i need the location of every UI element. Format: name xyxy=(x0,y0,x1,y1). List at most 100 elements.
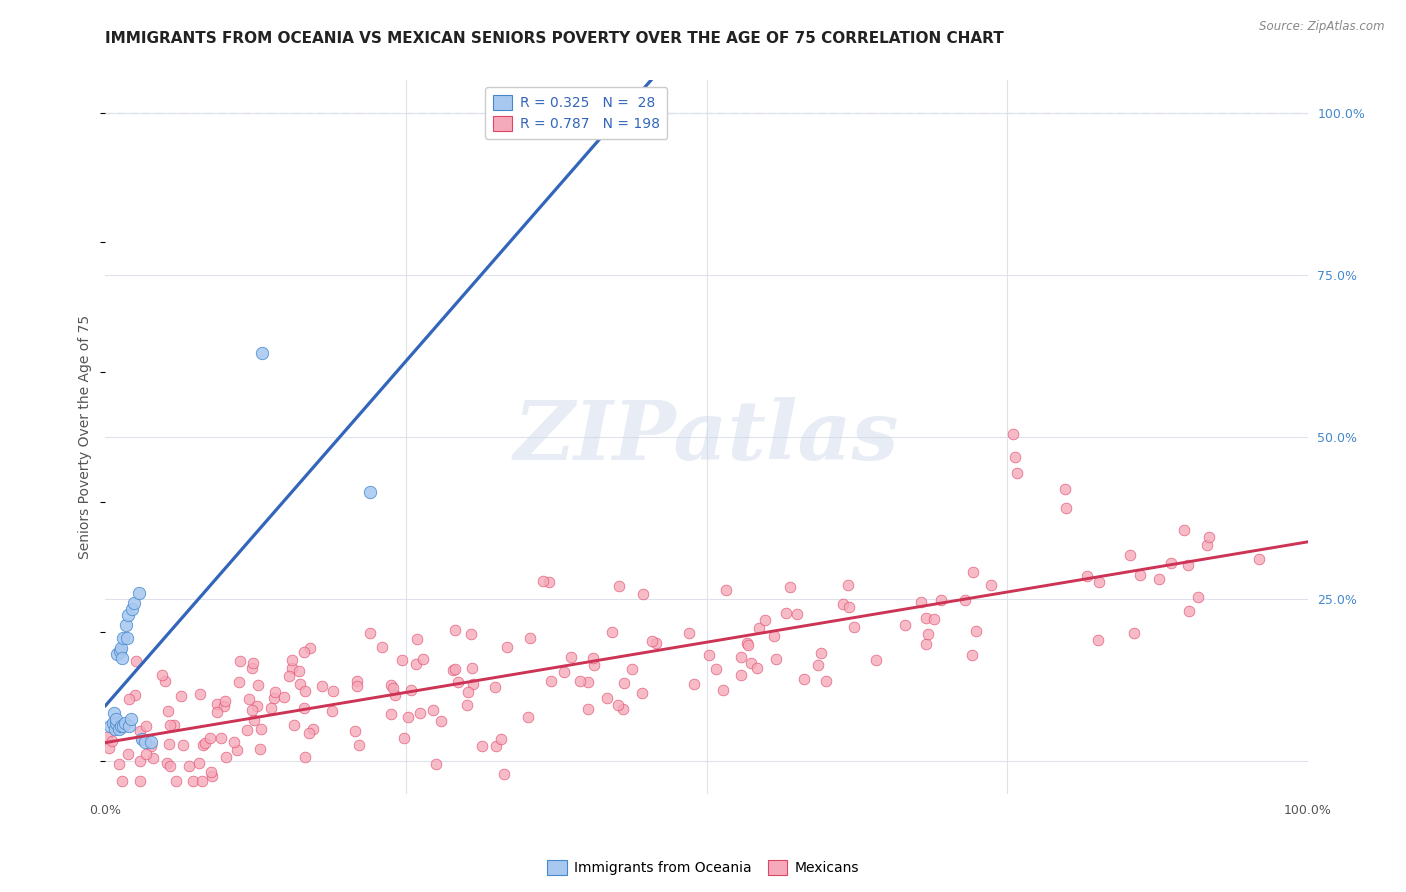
Point xyxy=(128,586,150,600)
Point xyxy=(228,675,250,690)
Point xyxy=(1247,552,1270,566)
Point xyxy=(273,690,295,704)
Point xyxy=(380,678,402,692)
Point xyxy=(582,650,605,665)
Point xyxy=(620,662,643,676)
Point xyxy=(607,579,630,593)
Point xyxy=(131,731,153,746)
Point xyxy=(1177,558,1199,572)
Point xyxy=(124,689,146,703)
Point xyxy=(810,646,832,660)
Point xyxy=(115,631,138,645)
Point xyxy=(321,704,343,718)
Point xyxy=(1076,568,1098,582)
Point xyxy=(494,767,516,781)
Point xyxy=(838,599,860,614)
Point xyxy=(953,593,976,607)
Point xyxy=(1147,572,1170,586)
Point xyxy=(425,757,447,772)
Point xyxy=(745,660,768,674)
Point xyxy=(786,607,808,622)
Point xyxy=(165,773,187,788)
Point xyxy=(697,648,720,663)
Point xyxy=(929,593,952,607)
Point xyxy=(392,731,415,745)
Point xyxy=(214,694,236,708)
Point xyxy=(347,738,370,752)
Point xyxy=(108,644,131,658)
Point xyxy=(150,668,173,682)
Point xyxy=(865,653,887,667)
Point xyxy=(391,653,413,667)
Point xyxy=(1054,501,1077,516)
Point xyxy=(460,627,482,641)
Point xyxy=(600,624,623,639)
Point xyxy=(583,657,606,672)
Point xyxy=(110,719,132,733)
Point xyxy=(243,713,266,727)
Point xyxy=(384,688,406,702)
Point xyxy=(263,691,285,706)
Point xyxy=(105,715,128,730)
Point xyxy=(131,732,153,747)
Point xyxy=(380,706,402,721)
Point xyxy=(683,677,706,691)
Point xyxy=(762,629,785,643)
Point xyxy=(779,580,801,594)
Point xyxy=(281,653,304,667)
Legend: R = 0.325   N =  28, R = 0.787   N = 198: R = 0.325 N = 28, R = 0.787 N = 198 xyxy=(485,87,668,139)
Point xyxy=(108,757,131,772)
Point xyxy=(371,640,394,654)
Point xyxy=(754,614,776,628)
Point xyxy=(104,722,127,736)
Point xyxy=(288,677,311,691)
Point xyxy=(194,736,217,750)
Point xyxy=(748,621,770,635)
Point xyxy=(444,623,467,637)
Point xyxy=(292,644,315,658)
Point xyxy=(229,653,252,667)
Point xyxy=(181,773,204,788)
Point xyxy=(188,687,211,701)
Point xyxy=(443,663,465,677)
Point xyxy=(121,602,143,616)
Legend: Immigrants from Oceania, Mexicans: Immigrants from Oceania, Mexicans xyxy=(541,855,865,880)
Point xyxy=(409,706,432,720)
Point xyxy=(205,698,228,712)
Point xyxy=(283,717,305,731)
Point xyxy=(412,651,434,665)
Point xyxy=(179,758,201,772)
Point xyxy=(104,719,127,733)
Point xyxy=(444,662,467,676)
Point xyxy=(894,618,917,632)
Point xyxy=(156,756,179,770)
Point xyxy=(96,730,118,744)
Point xyxy=(157,704,180,718)
Point xyxy=(114,715,136,730)
Point xyxy=(118,719,141,733)
Point xyxy=(405,657,427,671)
Point xyxy=(118,692,141,706)
Point xyxy=(730,668,752,682)
Point xyxy=(456,698,478,713)
Point xyxy=(1187,591,1209,605)
Point xyxy=(299,641,322,656)
Point xyxy=(430,714,453,728)
Point xyxy=(837,578,859,592)
Point xyxy=(101,715,124,730)
Point xyxy=(678,626,700,640)
Point xyxy=(135,719,157,733)
Point xyxy=(730,650,752,665)
Point xyxy=(242,703,264,717)
Point xyxy=(775,606,797,620)
Point xyxy=(117,608,139,623)
Point xyxy=(832,598,855,612)
Point xyxy=(630,686,652,700)
Text: Source: ZipAtlas.com: Source: ZipAtlas.com xyxy=(1260,20,1385,33)
Point xyxy=(516,710,538,724)
Point xyxy=(489,732,512,747)
Point xyxy=(112,631,135,645)
Point xyxy=(107,648,129,662)
Point xyxy=(124,595,146,609)
Point xyxy=(200,765,222,780)
